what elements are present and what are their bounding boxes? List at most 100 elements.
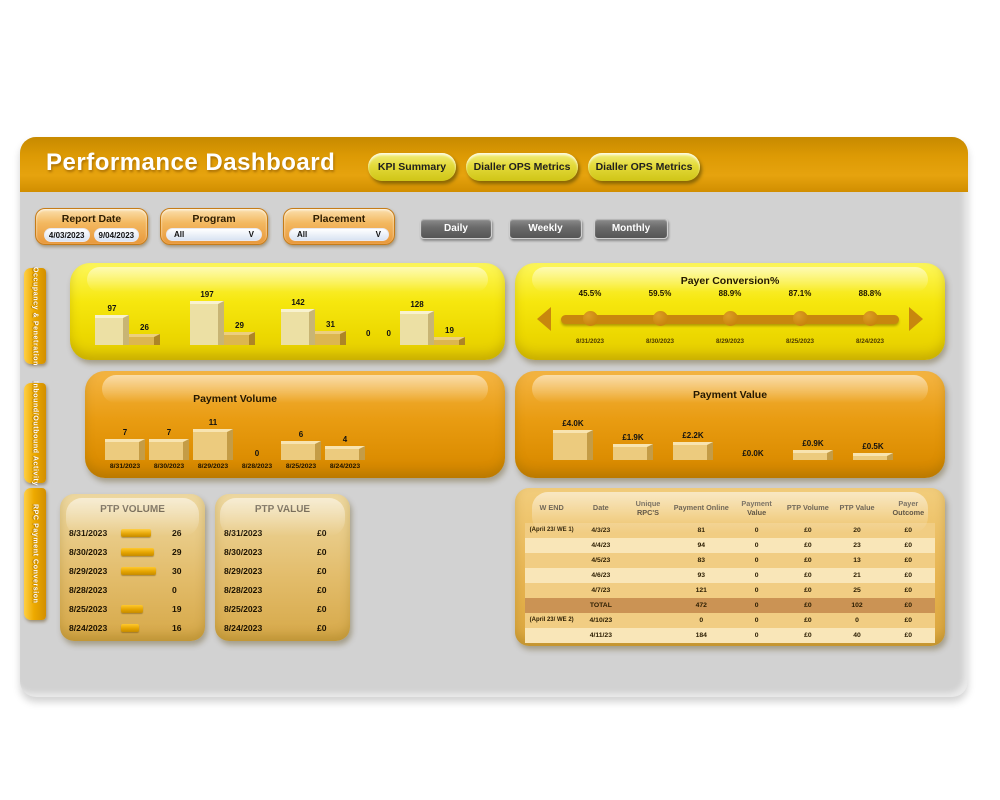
bar bbox=[793, 450, 833, 460]
column-header: Date bbox=[592, 503, 609, 513]
chart-title: Payment Volume bbox=[193, 393, 277, 405]
ptp-row: 8/29/2023 30 bbox=[60, 561, 205, 580]
bar-value-label: 26 bbox=[140, 322, 149, 332]
table-cell bbox=[525, 583, 578, 598]
bar-group-zero: 0 0 bbox=[358, 329, 399, 338]
table-cell: 40 bbox=[853, 631, 861, 639]
point-marker bbox=[862, 311, 878, 326]
point-marker bbox=[582, 311, 598, 326]
table-row: (April 23/ WE 2) 4/10/23 0 0 £0 0 £0 bbox=[525, 612, 935, 628]
date-label: 8/30/2023 bbox=[224, 546, 263, 557]
column-header: Payment Value bbox=[741, 499, 772, 517]
sidebar-tab-occupancy-penetration[interactable]: Occupancy & Penetration bbox=[24, 267, 46, 366]
table-cell: £0 bbox=[904, 586, 913, 594]
sidebar-tab-inbound-outbound-activity[interactable]: Inbound/Outbound Activity bbox=[24, 380, 46, 486]
program-filter: Program All V bbox=[160, 208, 268, 245]
sidebar-tab-rpc-payment-conversion[interactable]: RPC Payment Conversion bbox=[24, 488, 46, 620]
ptp-row: 8/31/2023 £0 bbox=[215, 523, 350, 542]
data-point: 45.5% 8/31/2023 bbox=[555, 289, 625, 345]
bar-value-label: 31 bbox=[326, 320, 335, 330]
value-label: £0 bbox=[317, 527, 327, 538]
program-dropdown[interactable]: All V bbox=[166, 228, 262, 241]
ptp-row: 8/31/2023 26 bbox=[60, 523, 205, 542]
bar bbox=[105, 438, 145, 460]
panel-title: PTP VALUE bbox=[254, 504, 311, 515]
monthly-button[interactable]: Monthly bbox=[594, 218, 668, 239]
table-cell: £0 bbox=[804, 616, 812, 624]
bar-column: £0.5K bbox=[843, 419, 903, 460]
bar-value-label: 0 bbox=[254, 449, 260, 458]
table-cell: £0 bbox=[904, 541, 913, 549]
value-label: 30 bbox=[172, 565, 182, 576]
date-label: 8/29/2023 bbox=[197, 463, 229, 470]
bar bbox=[613, 443, 653, 460]
report-date-to[interactable]: 9/04/2023 bbox=[93, 228, 140, 242]
table-cell: 0 bbox=[754, 541, 759, 549]
table-cell bbox=[623, 568, 672, 583]
table-cell bbox=[525, 538, 578, 553]
column-header: Unique RPC'S bbox=[635, 499, 661, 517]
ptp-row: 8/28/2023 £0 bbox=[215, 580, 350, 599]
date-label: 8/31/2023 bbox=[224, 527, 263, 538]
column-header: Payment Online bbox=[673, 503, 729, 513]
percent-label: 88.9% bbox=[718, 289, 742, 298]
date-label: 8/25/2023 bbox=[69, 603, 108, 614]
value-label: £0 bbox=[317, 584, 327, 595]
bar bbox=[853, 452, 893, 460]
table-cell bbox=[623, 598, 672, 613]
bar-column: 4 8/24/2023 bbox=[323, 418, 367, 470]
bar-column: 0 8/28/2023 bbox=[235, 418, 279, 470]
ptp-row: 8/25/2023 £0 bbox=[215, 599, 350, 618]
daily-button[interactable]: Daily bbox=[420, 218, 492, 239]
bar-value-label: £1.9K bbox=[622, 432, 644, 442]
nav-button-kpi-summary[interactable]: KPI Summary bbox=[368, 153, 456, 181]
weekly-button[interactable]: Weekly bbox=[509, 218, 582, 239]
nav-button-dialler-ops-metrics-2[interactable]: Dialler OPS Metrics bbox=[588, 153, 700, 181]
table-cell: 20 bbox=[853, 526, 861, 534]
weekly-detail-table: W END Date Unique RPC'S Payment Online P… bbox=[525, 496, 935, 643]
table-cell: 0 bbox=[754, 616, 759, 624]
table-cell bbox=[525, 553, 578, 568]
bar-column: 7 8/31/2023 bbox=[103, 418, 147, 470]
column-header: Payer Outcome bbox=[892, 499, 925, 517]
percent-label: 59.5% bbox=[648, 289, 672, 298]
bar-value-label: £4.0K bbox=[562, 419, 584, 428]
bar bbox=[434, 336, 465, 345]
ptp-volume-panel: PTP VOLUME 8/31/2023 26 8/30/2023 29 8/2… bbox=[60, 494, 205, 641]
program-label: Program bbox=[192, 213, 236, 225]
table-cell: 0 bbox=[754, 601, 759, 609]
bar-column: £1.9K bbox=[603, 419, 663, 460]
date-label: 8/24/2023 bbox=[329, 463, 361, 470]
table-cell bbox=[525, 628, 578, 643]
chevron-down-icon: V bbox=[375, 230, 381, 239]
ptp-row: 8/24/2023 16 bbox=[60, 618, 205, 637]
bar bbox=[553, 430, 593, 460]
table-row: TOTAL 472 0 £0 102 £0 bbox=[525, 597, 935, 613]
bar-column: £4.0K bbox=[543, 419, 603, 460]
bar-value-label: £0.9K bbox=[802, 439, 824, 449]
ptp-row: 8/30/2023 29 bbox=[60, 542, 205, 561]
data-point: 87.1% 8/25/2023 bbox=[765, 289, 835, 345]
table-cell: 4/3/23 bbox=[591, 526, 611, 534]
table-cell bbox=[623, 613, 672, 628]
table-cell: 21 bbox=[853, 571, 861, 579]
payer-conversion-chart-panel: Payer Conversion% 45.5% 8/31/2023 59.5% … bbox=[515, 263, 945, 360]
chart-title: Payer Conversion% bbox=[680, 275, 780, 287]
data-point: 88.8% 8/24/2023 bbox=[835, 289, 905, 345]
nav-button-dialler-ops-metrics-1[interactable]: Dialler OPS Metrics bbox=[466, 153, 578, 181]
dashboard-header: Performance Dashboard KPI Summary Dialle… bbox=[20, 137, 968, 192]
table-cell: 4/6/23 bbox=[591, 571, 611, 579]
bar-value-label: 197 bbox=[200, 290, 214, 300]
sidebar-tab-label: Inbound/Outbound Activity bbox=[31, 380, 39, 486]
report-date-from[interactable]: 4/03/2023 bbox=[43, 228, 90, 242]
date-label: 8/31/2023 bbox=[109, 463, 141, 470]
table-cell: £0 bbox=[904, 616, 913, 624]
table-row: (April 23/ WE 1) 4/3/23 81 0 £0 20 £0 bbox=[525, 522, 935, 538]
table-cell: 0 bbox=[754, 631, 759, 639]
table-cell: 0 bbox=[754, 526, 759, 534]
date-label: 8/28/2023 bbox=[69, 584, 108, 595]
report-date-label: Report Date bbox=[61, 213, 122, 225]
placement-dropdown[interactable]: All V bbox=[289, 228, 389, 241]
bar-value-label: 11 bbox=[208, 417, 218, 427]
